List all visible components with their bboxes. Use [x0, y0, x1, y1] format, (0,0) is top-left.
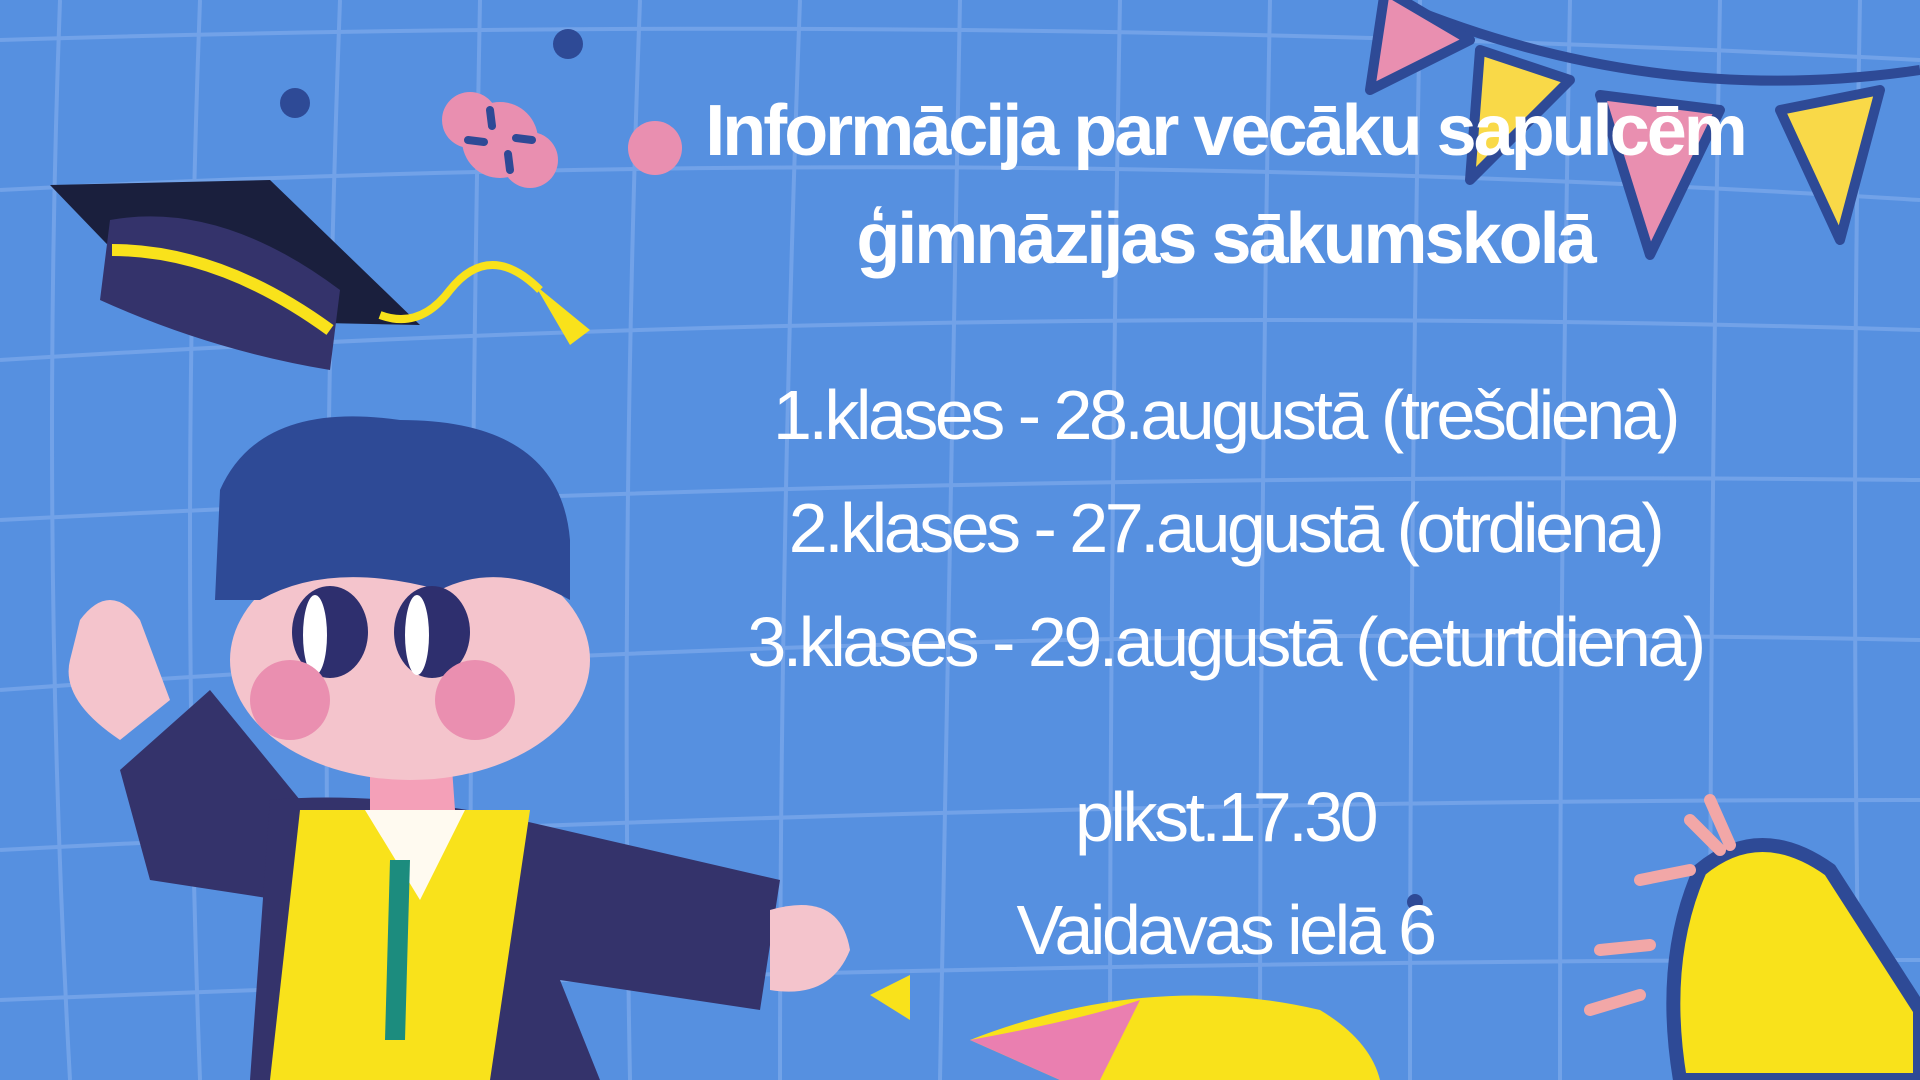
- graduate-boy-illustration: [68, 416, 850, 1080]
- title-line-2: ģimnāzijas sākumskolā: [856, 199, 1596, 279]
- dot-decoration: [280, 88, 310, 118]
- schedule-line-2: 2.klases - 27.augustā (otrdiena): [788, 489, 1665, 567]
- title-line-1: Informācija par vecāku sapulcēm: [705, 91, 1748, 171]
- dot-decoration: [553, 29, 583, 59]
- schedule-line-3: 3.klases - 29.augustā (ceturtdiena): [747, 603, 1706, 681]
- flower-sparkle-icon: [442, 92, 558, 188]
- triangle-decoration: [870, 975, 910, 1020]
- megaphone-icon: [1407, 794, 1920, 1080]
- schedule-line-1: 1.klases - 28.augustā (trešdiena): [773, 376, 1680, 454]
- meeting-time: plkst.17.30: [1074, 778, 1379, 856]
- bunting-flags-icon: [1365, 0, 1920, 260]
- dot-decoration: [628, 121, 682, 175]
- graduation-cap-icon: [50, 180, 590, 370]
- meeting-address: Vaidavas ielā 6: [1016, 891, 1437, 969]
